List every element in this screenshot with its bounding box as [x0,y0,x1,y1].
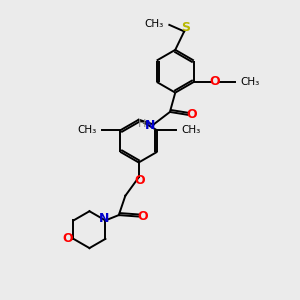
Text: O: O [62,232,73,245]
Text: CH₃: CH₃ [145,19,164,29]
Text: O: O [138,210,148,223]
Text: O: O [187,108,197,122]
Text: CH₃: CH₃ [241,77,260,87]
Text: CH₃: CH₃ [77,125,96,135]
Text: CH₃: CH₃ [181,125,200,135]
Text: N: N [145,119,155,132]
Text: N: N [99,212,110,225]
Text: O: O [134,173,145,187]
Text: H: H [138,119,146,129]
Text: S: S [181,21,190,34]
Text: O: O [209,75,220,88]
